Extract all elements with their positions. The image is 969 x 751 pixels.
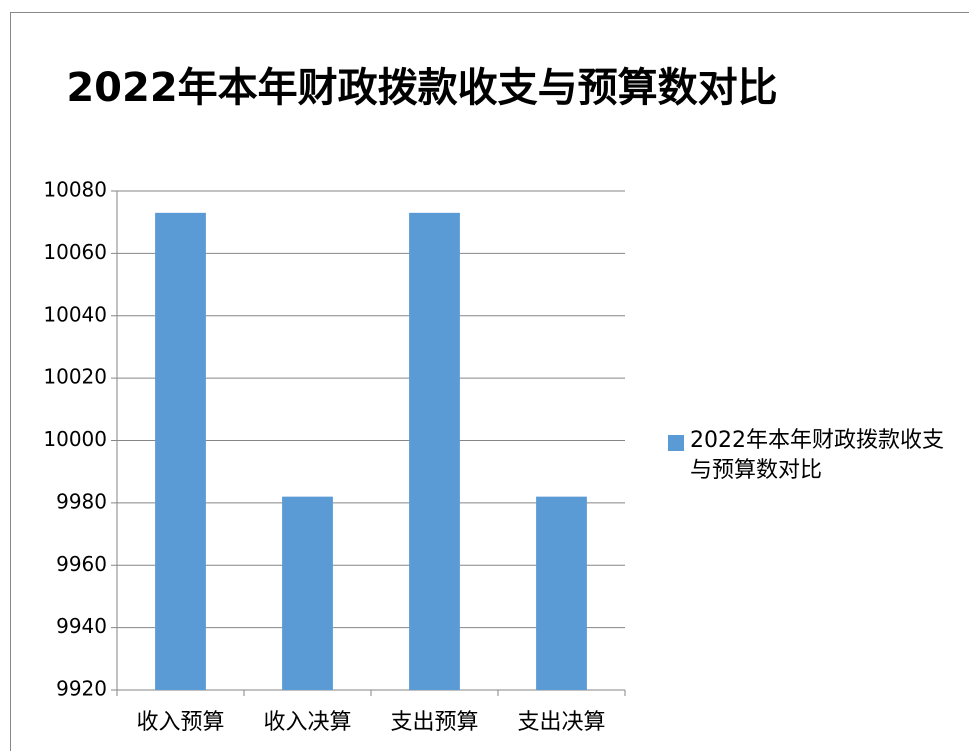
y-tick-label: 10000	[43, 427, 107, 451]
legend-swatch	[668, 435, 684, 451]
y-tick-label: 9940	[56, 614, 107, 638]
chart-border	[10, 12, 969, 751]
y-tick-label: 9960	[56, 552, 107, 576]
bar	[536, 496, 587, 690]
x-tick-label: 支出预算	[390, 710, 478, 735]
y-tick-label: 10020	[43, 365, 107, 389]
bar	[155, 212, 206, 691]
chart-title: 2022年本年财政拨款收支与预算数对比	[66, 65, 778, 111]
legend-label: 2022年本年财政拨款收支与预算数对比	[690, 428, 944, 483]
y-tick-label: 10080	[43, 178, 107, 202]
bar	[409, 212, 460, 691]
bar	[282, 496, 333, 690]
y-tick-label: 10040	[43, 302, 107, 326]
y-tick-label: 9980	[56, 489, 107, 513]
x-tick-label: 收入决算	[263, 710, 351, 735]
y-tick-label: 10060	[43, 240, 107, 264]
x-tick-label: 收入预算	[136, 710, 224, 735]
y-tick-label: 9920	[56, 677, 107, 701]
x-tick-label: 支出决算	[517, 710, 605, 735]
